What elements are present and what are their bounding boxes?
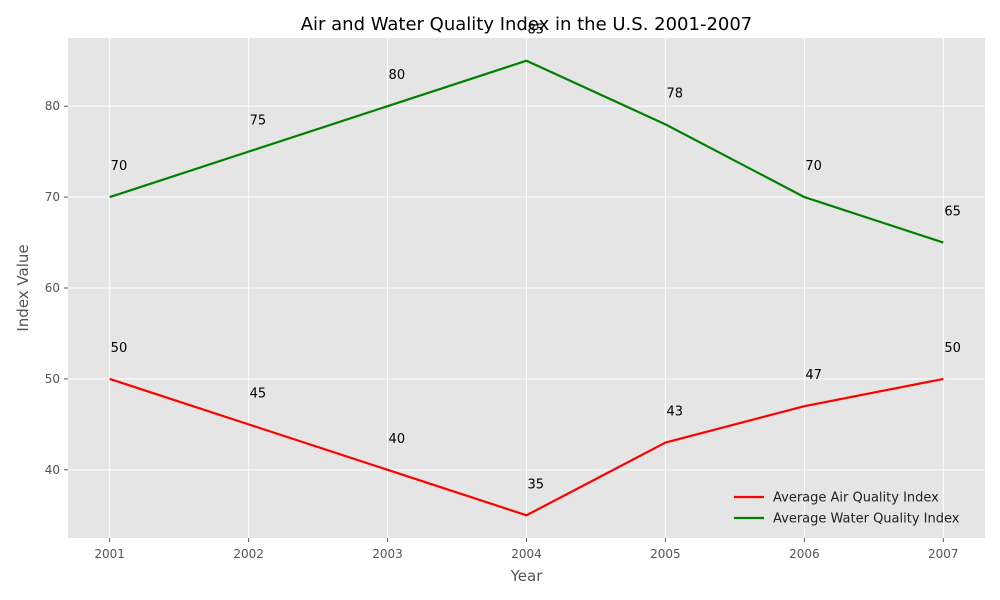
series-line-air-quality — [109, 377, 944, 517]
y-tick-label: 40 — [45, 463, 60, 477]
data-label: 50 — [944, 341, 961, 356]
legend-entry: Average Water Quality Index — [773, 512, 960, 527]
series-line-water-quality — [109, 59, 944, 244]
y-tick-label: 60 — [45, 281, 60, 295]
x-tick-label: 2001 — [94, 547, 125, 561]
data-label: 47 — [805, 368, 822, 383]
x-tick-label: 2006 — [789, 547, 820, 561]
y-tick-label: 70 — [45, 190, 60, 204]
series-lines — [109, 59, 944, 517]
data-label: 78 — [666, 86, 683, 101]
data-label: 40 — [389, 432, 406, 447]
data-label: 50 — [111, 341, 128, 356]
data-label: 35 — [528, 477, 545, 492]
data-labels: 50 45 40 35 43 47 50 70 75 80 85 78 70 65 — [111, 23, 961, 493]
x-tick-label: 2004 — [511, 547, 542, 561]
data-label: 43 — [666, 405, 683, 420]
x-axis-ticks: 2001 2002 2003 2004 2005 2006 2007 — [94, 538, 959, 561]
data-label: 85 — [528, 23, 545, 38]
y-axis-label: Index Value — [14, 244, 32, 331]
data-label: 75 — [250, 114, 267, 129]
y-axis-ticks: 40 50 60 70 80 — [45, 99, 68, 477]
data-label: 80 — [389, 68, 406, 83]
data-label: 70 — [805, 159, 822, 174]
data-label: 70 — [111, 159, 128, 174]
legend: Average Air Quality Index Average Water Q… — [734, 491, 960, 527]
data-label: 65 — [944, 205, 961, 220]
legend-entry: Average Air Quality Index — [773, 491, 939, 506]
x-tick-label: 2003 — [372, 547, 403, 561]
grid — [68, 38, 985, 538]
chart-title: Air and Water Quality Index in the U.S. … — [301, 14, 753, 35]
y-tick-label: 50 — [45, 372, 60, 386]
data-label: 45 — [250, 386, 267, 401]
x-axis-label: Year — [510, 567, 544, 585]
x-tick-label: 2007 — [928, 547, 959, 561]
x-tick-label: 2002 — [233, 547, 264, 561]
x-tick-label: 2005 — [650, 547, 681, 561]
y-tick-label: 80 — [45, 99, 60, 113]
